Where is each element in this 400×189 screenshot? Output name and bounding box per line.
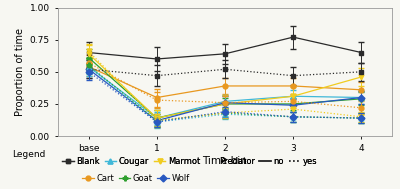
Legend: Blank, Cougar, Marmot, Predator, no, yes: Blank, Cougar, Marmot, Predator, no, yes — [62, 157, 318, 166]
X-axis label: Time bin: Time bin — [202, 156, 248, 166]
Legend: Cart, Goat, Wolf: Cart, Goat, Wolf — [82, 174, 190, 183]
Y-axis label: Proportion of time: Proportion of time — [15, 28, 25, 116]
Text: Legend: Legend — [12, 149, 45, 159]
